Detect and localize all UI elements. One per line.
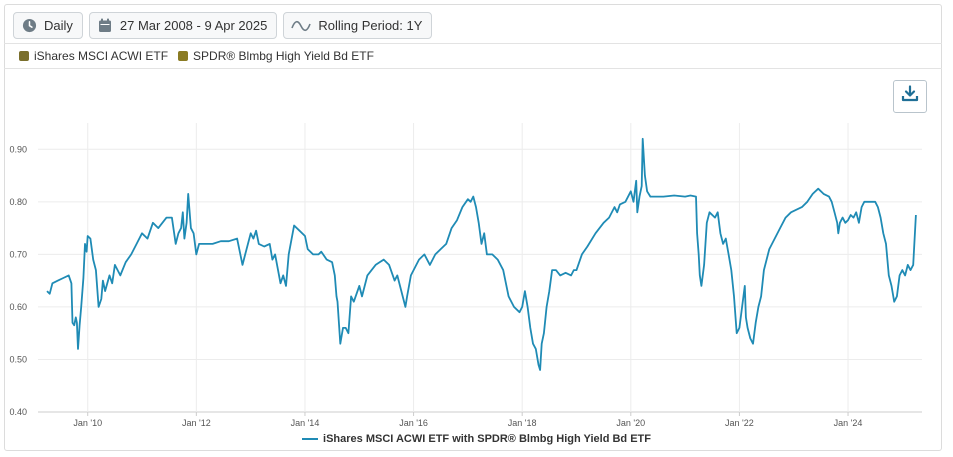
divider — [4, 68, 942, 69]
y-axis: 0.40 0.50 0.60 0.70 0.80 0.90 — [9, 144, 27, 417]
y-tick-label: 0.70 — [9, 249, 27, 259]
download-button[interactable] — [893, 80, 927, 113]
y-tick-label: 0.90 — [9, 144, 27, 154]
y-tick-label: 0.50 — [9, 354, 27, 364]
legend-label: iShares MSCI ACWI ETF — [34, 49, 169, 63]
x-tick-label: Jan '20 — [616, 418, 645, 428]
x-tick-label: Jan '10 — [73, 418, 102, 428]
rolling-period-button[interactable]: Rolling Period: 1Y — [283, 12, 433, 39]
calendar-icon — [97, 18, 113, 34]
frequency-button[interactable]: Daily — [13, 12, 83, 39]
legend-bottom-label: iShares MSCI ACWI ETF with SPDR® Blmbg H… — [323, 433, 651, 445]
toolbar: Daily 27 Mar 2008 - 9 Apr 2025 Rolling P… — [13, 12, 433, 40]
legend-swatch — [178, 51, 189, 61]
gridlines — [38, 123, 922, 413]
x-tick-label: Jan '24 — [834, 418, 863, 428]
frequency-label: Daily — [44, 18, 73, 33]
wave-icon — [291, 18, 312, 34]
x-tick-label: Jan '18 — [508, 418, 537, 428]
legend-swatch — [19, 51, 29, 61]
date-range-label: 27 Mar 2008 - 9 Apr 2025 — [119, 18, 268, 33]
legend-top: iShares MSCI ACWI ETF SPDR® Blmbg High Y… — [19, 49, 374, 63]
legend-label: SPDR® Blmbg High Yield Bd ETF — [193, 49, 374, 63]
legend-bottom[interactable]: iShares MSCI ACWI ETF with SPDR® Blmbg H… — [0, 433, 953, 445]
legend-item-hyg[interactable]: SPDR® Blmbg High Yield Bd ETF — [178, 49, 374, 63]
download-icon — [901, 85, 919, 108]
series-line — [46, 137, 917, 371]
y-tick-label: 0.60 — [9, 302, 27, 312]
date-range-button[interactable]: 27 Mar 2008 - 9 Apr 2025 — [88, 12, 278, 39]
divider — [4, 43, 942, 44]
x-tick-label: Jan '14 — [291, 418, 320, 428]
x-axis: Jan '10 Jan '12 Jan '14 Jan '16 Jan '18 Jan '… — [73, 412, 862, 428]
clock-icon — [21, 18, 37, 34]
y-tick-label: 0.80 — [9, 197, 27, 207]
chart-panel — [4, 4, 942, 451]
y-tick-label: 0.40 — [9, 407, 27, 417]
rolling-period-label: Rolling Period: 1Y — [318, 18, 423, 33]
x-tick-label: Jan '22 — [725, 418, 754, 428]
legend-line-swatch — [302, 438, 319, 440]
legend-item-acwi[interactable]: iShares MSCI ACWI ETF — [19, 49, 168, 63]
x-tick-label: Jan '12 — [182, 418, 211, 428]
x-tick-label: Jan '16 — [399, 418, 428, 428]
